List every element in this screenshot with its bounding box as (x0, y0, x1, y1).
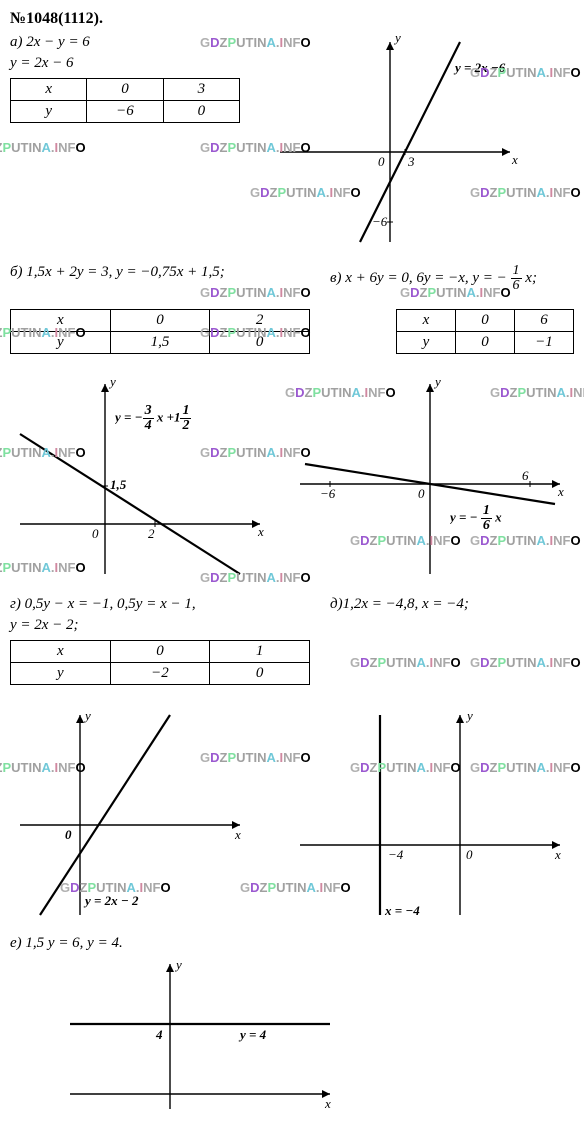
svg-text:0: 0 (378, 154, 385, 169)
svg-text:x = −4: x = −4 (384, 903, 420, 918)
d-eq: д)1,2x = −4,8, x = −4; (330, 596, 574, 613)
svg-text:y: y (433, 374, 441, 389)
a-eq1: а) 2x − y = 6 (10, 34, 240, 51)
svg-text:0: 0 (92, 526, 99, 541)
svg-text:1,5: 1,5 (110, 477, 127, 492)
svg-text:−6: −6 (320, 486, 336, 501)
svg-text:−6: −6 (372, 214, 388, 229)
g-table: x01 y−20 (10, 640, 310, 685)
part-a: а) 2x − y = 6 y = 2x − 6 x03 y−60 y x 0 … (10, 32, 574, 252)
g-eq2: y = 2x − 2; (10, 617, 310, 634)
svg-text:2: 2 (148, 526, 155, 541)
svg-text:x: x (257, 524, 264, 539)
v-chart: y x 0 −6 6 y = − 16 x (290, 374, 570, 584)
e-eq: е) 1,5 y = 6, y = 4. (10, 935, 574, 952)
svg-text:0: 0 (466, 847, 473, 862)
svg-text:6: 6 (522, 468, 529, 483)
svg-text:y: y (174, 957, 182, 972)
svg-text:y: y (465, 708, 473, 723)
a-eq2: y = 2x − 6 (10, 55, 240, 72)
svg-text:0: 0 (65, 827, 72, 842)
e-chart: y x 4 y = 4 (60, 954, 340, 1114)
svg-text:x: x (554, 847, 561, 862)
d-chart: y x 0 −4 x = −4 (290, 705, 570, 925)
svg-text:3: 3 (407, 154, 415, 169)
svg-text:y = 4: y = 4 (238, 1027, 267, 1042)
svg-text:4: 4 (155, 1027, 163, 1042)
svg-text:y = 2x −6: y = 2x −6 (453, 60, 506, 75)
svg-text:x: x (557, 484, 564, 499)
svg-text:x: x (324, 1096, 331, 1111)
svg-text:x: x (511, 152, 518, 167)
b-chart: y x 0 1,5 2 y = −34 x +112 (10, 374, 270, 584)
svg-text:−4: −4 (388, 847, 404, 862)
g-chart: y x 0 y = 2x − 2 (10, 705, 250, 925)
a-chart: y x 0 3 −6 y = 2x −6 (260, 32, 530, 252)
b-table: x02 y1,50 (10, 309, 310, 354)
svg-text:y: y (393, 32, 401, 45)
g-eq1: г) 0,5y − x = −1, 0,5y = x − 1, (10, 596, 310, 613)
svg-text:y = 2x − 2: y = 2x − 2 (83, 893, 139, 908)
svg-text:x: x (234, 827, 241, 842)
a-table: x03 y−60 (10, 78, 240, 123)
svg-text:y: y (108, 374, 116, 389)
v-eq: в) x + 6y = 0, 6y = −x, y = − 16 x; (330, 264, 574, 293)
b-eq: б) 1,5x + 2y = 3, y = −0,75x + 1,5; (10, 264, 310, 281)
v-table: x06 y0−1 (396, 309, 574, 354)
svg-text:y: y (83, 708, 91, 723)
svg-text:0: 0 (418, 486, 425, 501)
problem-number: №1048(1112). (10, 10, 574, 28)
